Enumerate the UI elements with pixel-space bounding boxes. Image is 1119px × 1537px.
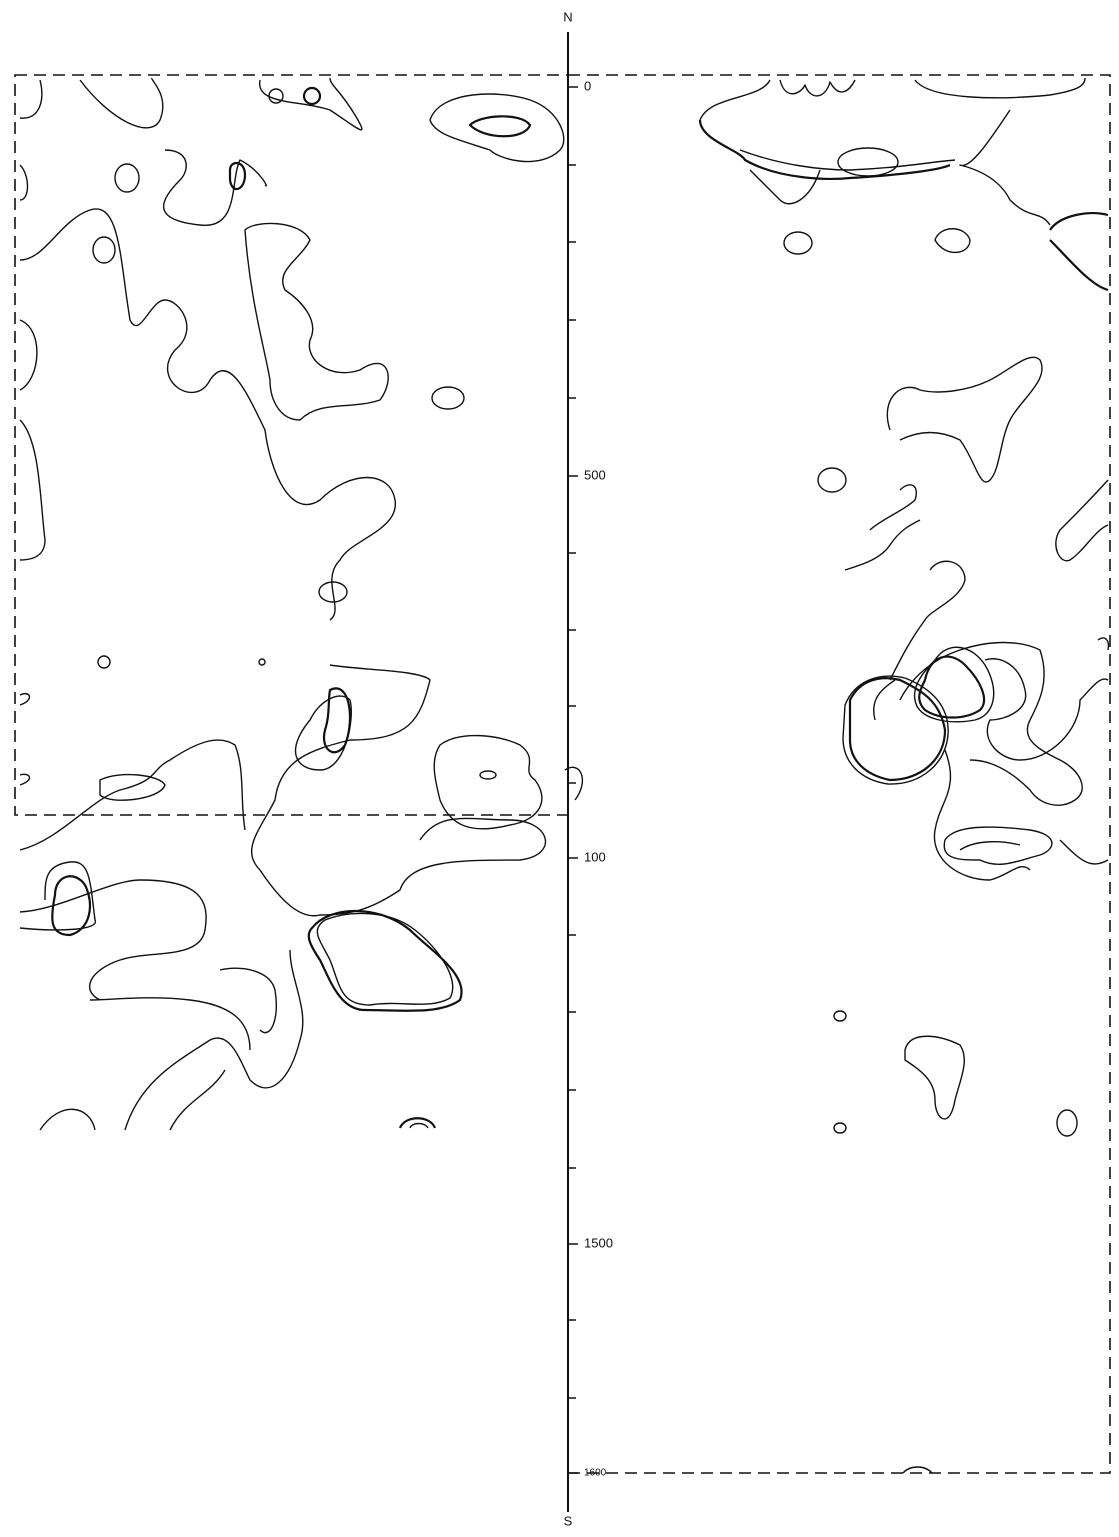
contour-line bbox=[959, 109, 1051, 226]
contour-line bbox=[318, 581, 348, 603]
contour-line bbox=[899, 641, 1083, 806]
scale-label: 500 bbox=[584, 467, 606, 482]
contour-line bbox=[19, 773, 31, 786]
scale-label: 1600 bbox=[584, 1468, 607, 1479]
contour-line bbox=[918, 655, 986, 719]
contour-line bbox=[431, 386, 465, 410]
contour-line bbox=[749, 169, 821, 205]
contour-line bbox=[97, 655, 111, 669]
contour-line bbox=[873, 679, 1031, 881]
axis-ticks bbox=[568, 86, 578, 1474]
contour-line bbox=[984, 658, 1109, 761]
contours-right bbox=[698, 77, 1110, 1474]
contour-line bbox=[1049, 212, 1109, 292]
contour-line bbox=[1056, 1109, 1078, 1137]
contour-line bbox=[228, 162, 247, 191]
contour-line bbox=[124, 949, 304, 1131]
contour-line bbox=[889, 560, 966, 681]
contours-left bbox=[19, 77, 584, 1131]
contour-line bbox=[564, 766, 584, 801]
scale-label: 100 bbox=[584, 849, 606, 864]
contour-line bbox=[92, 236, 116, 264]
contour-line bbox=[162, 149, 267, 226]
north-label: N bbox=[563, 9, 572, 24]
contour-line bbox=[89, 997, 251, 1051]
contour-line bbox=[844, 519, 921, 571]
contour-line bbox=[322, 687, 352, 754]
contour-line bbox=[913, 646, 995, 723]
contour-line bbox=[19, 164, 29, 201]
contour-line bbox=[959, 841, 1021, 851]
contour-line bbox=[1055, 479, 1109, 562]
contour-line bbox=[848, 677, 947, 782]
contour-line bbox=[842, 675, 949, 785]
contour-line bbox=[19, 319, 38, 391]
contour-line bbox=[817, 467, 847, 493]
contour-line bbox=[99, 773, 166, 801]
contour-line bbox=[699, 79, 771, 121]
contour-line bbox=[1097, 637, 1110, 651]
contour-line bbox=[833, 1122, 847, 1134]
contour-line bbox=[244, 222, 389, 421]
contour-line bbox=[934, 228, 971, 254]
contour-line bbox=[468, 115, 532, 138]
scale-label: 1500 bbox=[584, 1235, 613, 1250]
contour-line bbox=[19, 419, 46, 561]
contour-line bbox=[114, 163, 140, 193]
contour-line bbox=[698, 119, 951, 180]
contour-line bbox=[258, 658, 266, 666]
contour-line bbox=[429, 93, 565, 163]
contour-line bbox=[433, 734, 543, 830]
left-frame bbox=[14, 74, 569, 816]
contour-line bbox=[307, 909, 463, 1012]
scale-label: 0 bbox=[584, 78, 591, 93]
contour-line bbox=[869, 484, 917, 531]
contour-line bbox=[39, 1108, 96, 1131]
contour-line bbox=[904, 1035, 965, 1120]
contour-line bbox=[294, 695, 352, 771]
tick-marks bbox=[568, 86, 578, 1474]
contour-line bbox=[19, 739, 246, 851]
contour-line bbox=[316, 912, 454, 1006]
contour-line bbox=[19, 861, 96, 931]
contour-line bbox=[739, 149, 956, 171]
contour-line bbox=[169, 1069, 226, 1131]
contour-line bbox=[409, 1122, 429, 1129]
contour-line bbox=[837, 147, 899, 177]
contour-line bbox=[259, 77, 363, 131]
contour-line bbox=[19, 208, 396, 621]
survey-frames bbox=[14, 74, 1111, 1474]
contour-line bbox=[1059, 839, 1109, 865]
contour-line bbox=[19, 693, 31, 706]
contour-line bbox=[268, 88, 284, 104]
contour-line bbox=[943, 826, 1053, 865]
contour-line bbox=[914, 77, 1086, 99]
north-south-axis: N S 0 500 100 1500 1600 bbox=[563, 9, 613, 1528]
south-label: S bbox=[564, 1513, 573, 1528]
contour-line bbox=[902, 1466, 933, 1474]
contour-line bbox=[302, 86, 322, 106]
contour-line bbox=[250, 664, 547, 917]
right-frame bbox=[568, 74, 1111, 1474]
contour-line bbox=[19, 79, 43, 119]
contour-line bbox=[886, 356, 1043, 483]
contour-line bbox=[398, 1117, 437, 1129]
contour-line bbox=[783, 231, 813, 255]
contour-line bbox=[833, 1010, 847, 1022]
contour-line bbox=[79, 77, 164, 129]
contour-line bbox=[779, 79, 856, 97]
contour-line bbox=[51, 875, 92, 937]
contour-line bbox=[19, 879, 207, 1001]
contour-line bbox=[219, 967, 277, 1034]
contour-line bbox=[479, 770, 497, 780]
